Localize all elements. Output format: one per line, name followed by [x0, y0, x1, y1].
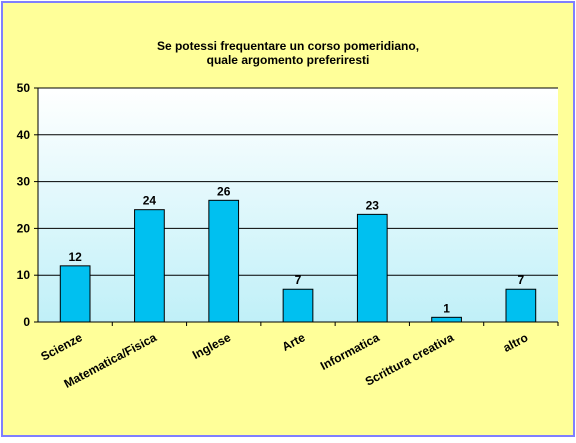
data-label: 7	[518, 273, 525, 287]
y-tick-label: 10	[17, 268, 31, 282]
bar-matematica-fisica	[134, 209, 165, 323]
bar-scrittura-creativa	[431, 316, 462, 323]
data-label: 12	[68, 250, 82, 264]
y-tick-labels: 0 10 20 30 40 50	[17, 81, 31, 329]
chart-title-line-2: quale argomento preferiresti	[207, 53, 370, 67]
y-tick-label: 0	[23, 315, 30, 329]
data-label: 24	[143, 194, 157, 208]
chart-title-line-1: Se potessi frequentare un corso pomeridi…	[157, 39, 419, 53]
data-label: 26	[217, 184, 231, 198]
bar-arte	[282, 288, 314, 323]
y-tick-label: 30	[17, 175, 31, 189]
bar-informatica	[356, 213, 388, 323]
data-labels: 12 24 26 7 23 1 7	[68, 184, 524, 315]
bar-scienze	[59, 265, 91, 323]
bar-altro	[505, 288, 537, 323]
data-label: 7	[295, 273, 302, 287]
plot-area	[38, 88, 558, 322]
y-tick-label: 20	[17, 221, 31, 235]
grid-lines	[34, 87, 558, 323]
data-label: 23	[366, 198, 380, 212]
bar-inglese	[208, 199, 240, 323]
bars	[59, 199, 537, 323]
data-label: 1	[443, 301, 450, 315]
y-tick-label: 50	[17, 81, 31, 95]
y-tick-label: 40	[17, 128, 31, 142]
